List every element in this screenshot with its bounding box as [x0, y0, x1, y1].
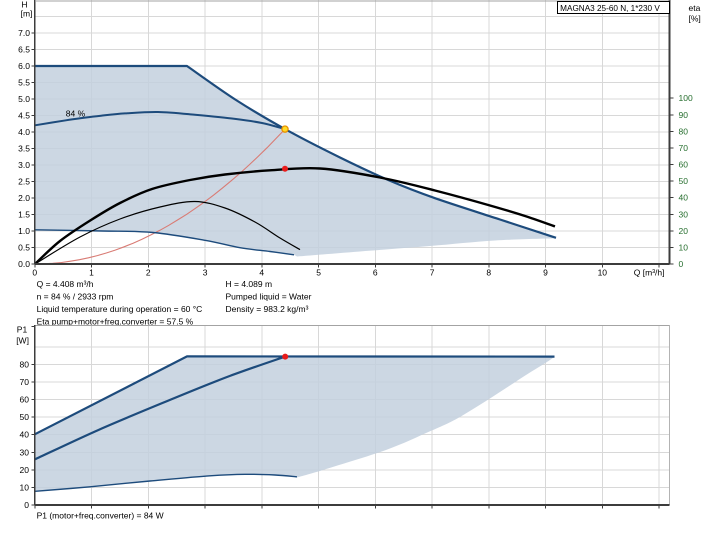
- svg-text:70: 70: [20, 377, 30, 387]
- svg-text:Eta pump+motor+freq.converter: Eta pump+motor+freq.converter = 57.5 %: [37, 317, 194, 327]
- svg-text:P1 (motor+freq.converter) = 84: P1 (motor+freq.converter) = 84 W: [37, 511, 164, 521]
- svg-text:90: 90: [679, 110, 689, 120]
- svg-text:Liquid temperature during oper: Liquid temperature during operation = 60…: [37, 304, 203, 314]
- svg-text:84 %: 84 %: [66, 108, 86, 118]
- svg-text:MAGNA3 25-60 N, 1*230 V: MAGNA3 25-60 N, 1*230 V: [560, 4, 660, 13]
- svg-text:Q = 4.408 m³/h: Q = 4.408 m³/h: [37, 279, 94, 289]
- svg-text:0.5: 0.5: [18, 243, 30, 253]
- svg-text:100: 100: [679, 93, 693, 103]
- svg-text:4.0: 4.0: [18, 127, 30, 137]
- svg-text:6.5: 6.5: [18, 45, 30, 55]
- svg-text:9: 9: [543, 268, 548, 278]
- svg-text:H: H: [21, 0, 27, 10]
- svg-text:Pumped liquid = Water: Pumped liquid = Water: [226, 292, 312, 302]
- svg-text:5: 5: [316, 268, 321, 278]
- svg-text:10: 10: [20, 482, 30, 492]
- svg-text:Q [m³/h]: Q [m³/h]: [634, 268, 665, 278]
- svg-text:20: 20: [20, 465, 30, 475]
- svg-text:5.5: 5.5: [18, 78, 30, 88]
- svg-text:40: 40: [679, 193, 689, 203]
- svg-text:3.5: 3.5: [18, 144, 30, 154]
- svg-text:30: 30: [679, 209, 689, 219]
- svg-text:20: 20: [679, 226, 689, 236]
- svg-text:3.0: 3.0: [18, 160, 30, 170]
- svg-text:7: 7: [430, 268, 435, 278]
- svg-text:n = 84 % / 2933 rpm: n = 84 % / 2933 rpm: [37, 292, 114, 302]
- svg-text:10: 10: [679, 242, 689, 252]
- svg-text:50: 50: [679, 176, 689, 186]
- svg-text:80: 80: [679, 126, 689, 136]
- svg-text:10: 10: [598, 268, 608, 278]
- svg-text:60: 60: [679, 160, 689, 170]
- svg-text:1.0: 1.0: [18, 226, 30, 236]
- svg-text:[m]: [m]: [21, 9, 33, 19]
- svg-text:5.0: 5.0: [18, 94, 30, 104]
- svg-text:0: 0: [24, 500, 29, 510]
- svg-text:50: 50: [20, 412, 30, 422]
- svg-text:2.5: 2.5: [18, 177, 30, 187]
- svg-text:2.0: 2.0: [18, 193, 30, 203]
- svg-text:6: 6: [373, 268, 378, 278]
- svg-text:7.0: 7.0: [18, 28, 30, 38]
- svg-text:40: 40: [20, 430, 30, 440]
- svg-text:8: 8: [486, 268, 491, 278]
- svg-text:4: 4: [259, 268, 264, 278]
- svg-text:[W]: [W]: [16, 336, 29, 346]
- svg-text:1.5: 1.5: [18, 210, 30, 220]
- svg-text:0.0: 0.0: [18, 259, 30, 269]
- svg-text:[%]: [%]: [689, 14, 701, 24]
- svg-text:80: 80: [20, 359, 30, 369]
- svg-text:3: 3: [203, 268, 208, 278]
- svg-text:70: 70: [679, 143, 689, 153]
- svg-text:6.0: 6.0: [18, 61, 30, 71]
- svg-text:30: 30: [20, 447, 30, 457]
- svg-text:1: 1: [89, 268, 94, 278]
- svg-text:60: 60: [20, 395, 30, 405]
- svg-text:4.5: 4.5: [18, 111, 30, 121]
- svg-text:P1: P1: [17, 325, 28, 335]
- svg-text:0: 0: [679, 259, 684, 269]
- svg-text:H = 4.089 m: H = 4.089 m: [226, 279, 273, 289]
- svg-text:0: 0: [32, 268, 37, 278]
- svg-text:Density = 983.2 kg/m³: Density = 983.2 kg/m³: [226, 304, 309, 314]
- svg-text:2: 2: [146, 268, 151, 278]
- svg-text:eta: eta: [689, 3, 701, 13]
